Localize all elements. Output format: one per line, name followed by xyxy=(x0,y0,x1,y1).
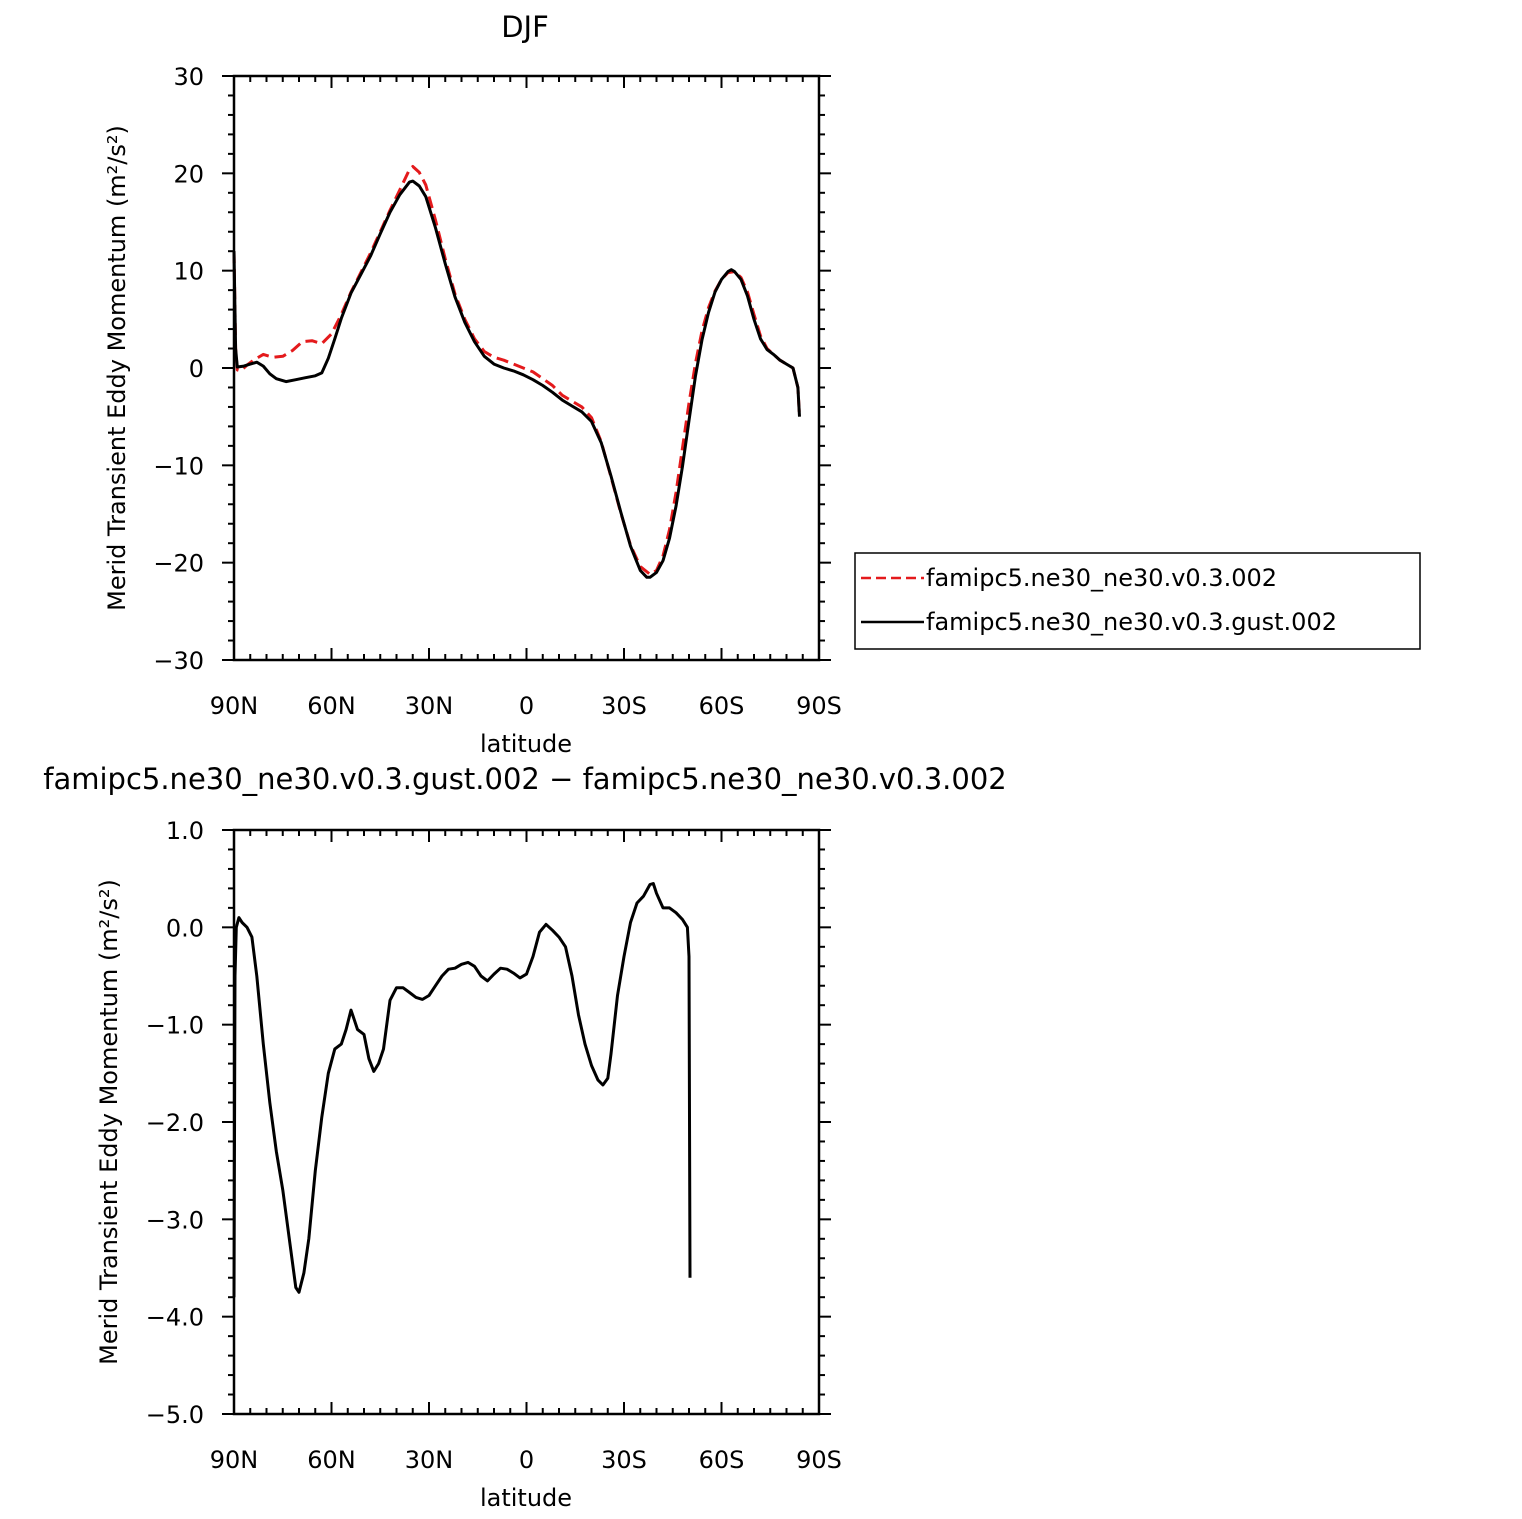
legend: famipc5.ne30_ne30.v0.3.002 famipc5.ne30_… xyxy=(854,552,1421,650)
bottom-panel-series xyxy=(232,882,692,1298)
bottom-panel: famipc5.ne30_ne30.v0.3.gust.002 − famipc… xyxy=(43,762,1006,1512)
top-panel-plot-frame xyxy=(232,74,821,662)
x-tick-label: 30N xyxy=(405,1446,454,1474)
x-tick-label: 30S xyxy=(601,1446,647,1474)
y-tick-label: −5.0 xyxy=(146,1401,204,1429)
top-panel-tick-labels: 90N 60N 30N 0 30S 60S 90S 30 20 10 0 −10 −20 −30 xyxy=(153,63,842,720)
y-tick-label: −20 xyxy=(153,550,204,578)
y-tick-label: −30 xyxy=(153,647,204,675)
x-tick-label: 30N xyxy=(405,692,454,720)
bottom-panel-plot-frame xyxy=(232,828,821,1416)
x-tick-label: 90N xyxy=(210,692,259,720)
x-tick-label: 60S xyxy=(699,1446,745,1474)
y-tick-label: −10 xyxy=(153,452,204,480)
bottom-panel-x-axis-title: latitude xyxy=(480,1484,572,1512)
legend-label-0: famipc5.ne30_ne30.v0.3.002 xyxy=(926,564,1277,592)
y-tick-label: −2.0 xyxy=(146,1109,204,1137)
x-tick-label: 90S xyxy=(796,692,842,720)
legend-label-1: famipc5.ne30_ne30.v0.3.gust.002 xyxy=(926,608,1337,636)
top-panel-series xyxy=(232,165,801,579)
y-tick-label: −3.0 xyxy=(146,1206,204,1234)
bottom-panel-ticks xyxy=(222,829,831,1415)
x-tick-label: 0 xyxy=(519,692,534,720)
bottom-panel-y-axis-title: Merid Transient Eddy Momentum (m²/s²) xyxy=(95,879,123,1365)
y-tick-label: 20 xyxy=(173,160,204,188)
series-line-0 xyxy=(232,882,692,1298)
y-tick-label: −4.0 xyxy=(146,1304,204,1332)
bottom-panel-tick-labels: 90N 60N 30N 0 30S 60S 90S 1.0 0.0 −1.0 −2.0 −3.0 −4.… xyxy=(146,817,842,1474)
top-panel: DJF 90N 60N 30N 0 30S 60S 90S3020100−10−20−30 … xyxy=(103,10,1421,758)
x-tick-label: 60S xyxy=(699,692,745,720)
series-line-1 xyxy=(232,179,801,579)
y-tick-label: −1.0 xyxy=(146,1012,204,1040)
top-panel-title: DJF xyxy=(501,10,549,44)
y-tick-label: 0 xyxy=(189,355,204,383)
series-line-0 xyxy=(232,165,801,576)
x-tick-label: 60N xyxy=(307,1446,356,1474)
bottom-panel-title: famipc5.ne30_ne30.v0.3.gust.002 − famipc… xyxy=(43,762,1006,796)
y-tick-label: 30 xyxy=(173,63,204,91)
y-tick-label: 0.0 xyxy=(166,914,204,942)
x-tick-label: 60N xyxy=(307,692,356,720)
top-panel-y-axis-title: Merid Transient Eddy Momentum (m²/s²) xyxy=(103,125,131,611)
x-tick-label: 0 xyxy=(519,1446,534,1474)
legend-box xyxy=(854,552,1421,650)
x-tick-label: 30S xyxy=(601,692,647,720)
top-panel-x-axis-title: latitude xyxy=(480,730,572,758)
x-tick-label: 90N xyxy=(210,1446,259,1474)
y-tick-label: 10 xyxy=(173,258,204,286)
top-panel-ticks xyxy=(222,75,831,661)
x-tick-label: 90S xyxy=(796,1446,842,1474)
y-tick-label: 1.0 xyxy=(166,817,204,845)
